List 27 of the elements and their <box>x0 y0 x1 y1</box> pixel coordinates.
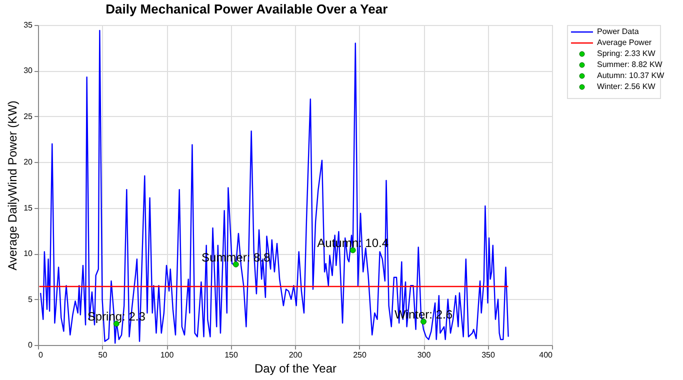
x-tick-label: 250 <box>353 350 367 360</box>
x-tick-label: 200 <box>288 350 303 360</box>
y-tick-label: 15 <box>24 203 34 212</box>
x-tick-label: 0 <box>38 350 44 360</box>
legend-label: Average Power <box>597 38 652 47</box>
y-tick-label: 0 <box>28 340 34 350</box>
x-axis-title: Day of the Year <box>254 362 337 376</box>
x-tick-label: 150 <box>224 350 238 360</box>
x-tick-label: 350 <box>482 350 496 360</box>
x-tick-label: 100 <box>160 350 174 360</box>
y-tick-label: 25 <box>24 112 34 121</box>
y-tick-label: 20 <box>24 158 34 167</box>
y-tick-label: 35 <box>24 20 34 30</box>
legend-label: Winter: 2.56 KW <box>597 82 656 91</box>
chart-title: Daily Mechanical Power Available Over a Year <box>106 2 388 16</box>
x-tick-label: 50 <box>98 350 108 360</box>
y-axis-title: Average DailyWind Power (KW) <box>6 100 20 270</box>
y-tick-label: 30 <box>24 66 34 76</box>
line-series <box>40 30 509 344</box>
legend-label: Power Data <box>597 27 640 36</box>
y-tick-label: 5 <box>28 294 34 304</box>
legend-label: Autumn: 10.37 KW <box>597 71 665 80</box>
legend-label: Spring: 2.33 KW <box>597 49 656 58</box>
x-tick-label: 300 <box>417 350 432 360</box>
legend-label: Summer: 8.82 KW <box>597 60 663 69</box>
x-tick-label: 400 <box>539 350 554 360</box>
y-tick-label: 10 <box>24 249 34 258</box>
